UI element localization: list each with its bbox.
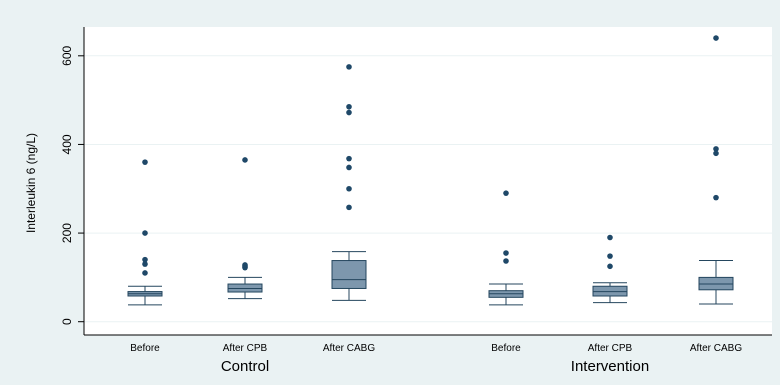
outlier-point [346,64,352,70]
outlier-point [346,103,352,110]
y-tick-label: 600 [60,45,74,65]
category-label: After CPB [588,343,633,354]
outlier-point [503,250,509,256]
outlier-point [713,35,719,41]
category-label: After CABG [690,343,742,354]
outlier-point [503,258,509,264]
y-tick-label: 0 [60,318,74,325]
category-label: Before [130,343,160,354]
outlier-point [713,150,719,157]
group-label: Control [221,358,269,375]
outlier-point [142,159,148,165]
outlier-point [142,256,148,263]
outlier-point [142,270,148,276]
outlier-point [346,185,352,192]
category-label: After CABG [323,343,375,354]
outlier-point [503,190,509,196]
outlier-point [346,155,352,162]
outlier-point [607,234,613,241]
outliers [142,35,719,276]
outlier-point [713,194,719,201]
outlier-point [346,164,352,171]
y-ticks: 0 200 400 600 [60,45,84,325]
x-labels: Before After CPB After CABG Control Before Af… [130,343,742,375]
outlier-point [713,146,719,152]
outlier-point [346,204,352,211]
category-label: After CPB [223,343,268,354]
y-tick-label: 400 [60,134,74,154]
boxes [127,251,734,306]
outlier-point [242,157,248,163]
group-label: Intervention [571,358,649,375]
y-axis-label: Interleukin 6 (ng/L) [24,133,38,233]
outlier-point [607,263,613,270]
plot-area [84,27,772,335]
outlier-point [142,230,148,236]
y-tick-label: 200 [60,223,74,243]
outlier-point [607,253,613,259]
outlier-point [242,262,248,268]
category-label: Before [491,343,521,354]
box [331,260,367,289]
outlier-point [142,261,148,267]
grid-lines [84,55,772,323]
outlier-point [346,109,352,116]
